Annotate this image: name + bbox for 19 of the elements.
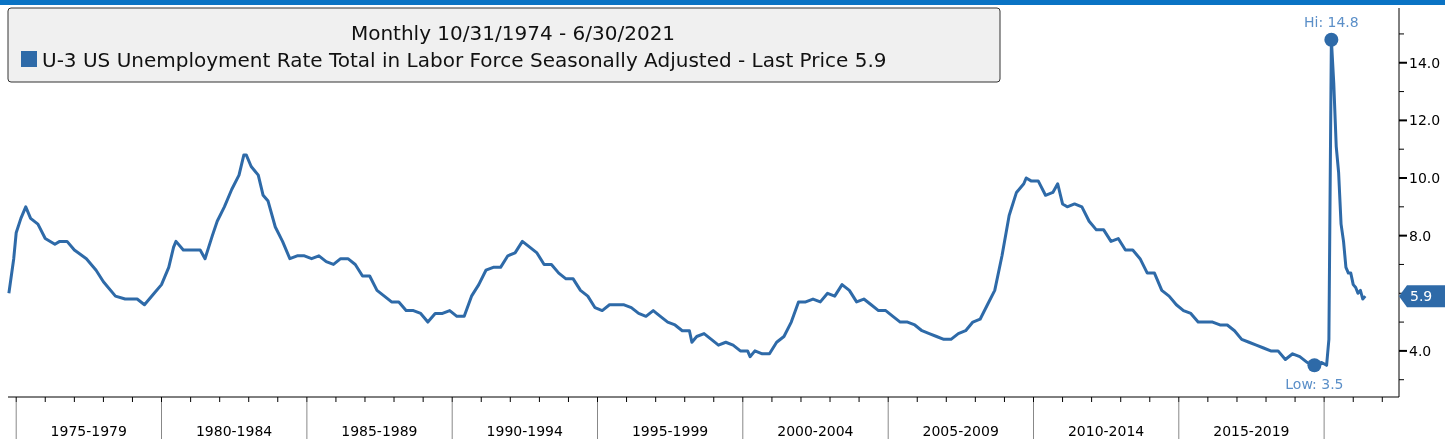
annotation: Low: 3.5 — [1285, 376, 1344, 393]
x-tick-label: 1980-1984 — [195, 423, 273, 439]
x-tick-label: 2000-2004 — [777, 423, 854, 439]
text: 5.9 — [1410, 288, 1433, 305]
x-tick-label: 1995-1999 — [631, 423, 709, 439]
y-tick-label: 4.0 — [1409, 342, 1432, 359]
annotation: Hi: 14.8 — [1303, 13, 1359, 30]
text: Monthly 10/31/1974 - 6/30/2021 — [350, 21, 676, 45]
x-tick-label: 2010-2014 — [1067, 423, 1145, 439]
y-tick-label: 14.0 — [1409, 54, 1441, 71]
y-tick-label: 12.0 — [1409, 112, 1441, 129]
x-tick-label: 1990-1994 — [486, 423, 564, 439]
x-tick-label: 2015-2019 — [1213, 423, 1290, 439]
y-tick-label: 8.0 — [1409, 227, 1432, 244]
y-tick-label: 10.0 — [1409, 170, 1441, 187]
x-tick-label: 1975-1979 — [50, 423, 127, 439]
legend-label: U-3 US Unemployment Rate Total in Labor Force Seasonally Adjusted - Last Price 5.9 — [42, 48, 887, 72]
x-tick-label: 2005-2009 — [922, 423, 999, 439]
x-tick-label: 1985-1989 — [341, 423, 418, 439]
